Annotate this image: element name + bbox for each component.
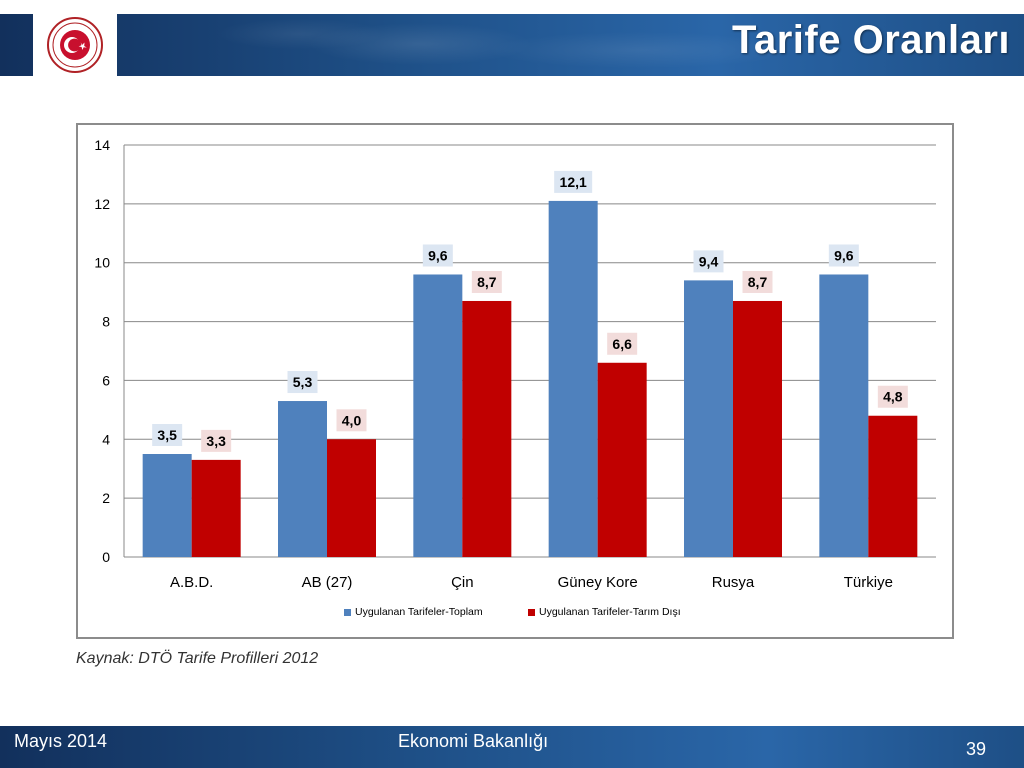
bar-total: [548, 200, 598, 557]
data-label: 8,7: [477, 274, 497, 290]
header-banner: [0, 14, 1024, 76]
data-label: 12,1: [560, 174, 587, 190]
data-label: 3,5: [157, 427, 177, 443]
bar-non-agri: [462, 300, 512, 557]
x-category-label: Rusya: [712, 574, 755, 591]
data-label-box: [877, 385, 908, 408]
data-label-box: [693, 250, 724, 273]
x-category-label: Çin: [451, 574, 474, 591]
source-note: Kaynak: DTÖ Tarife Profilleri 2012: [76, 650, 319, 667]
bar-non-agri: [327, 439, 376, 557]
legend-label-non-agri: Uygulanan Tarifeler-Tarım Dışı: [539, 606, 681, 618]
bar-non-agri: [868, 415, 918, 557]
y-tick-label: 0: [102, 549, 110, 565]
legend-swatch-non-agri: [528, 609, 535, 616]
footer-org: Ekonomi Bakanlığı: [398, 731, 549, 751]
data-label: 9,4: [699, 253, 719, 269]
y-tick-label: 8: [102, 314, 110, 330]
bar-chart: 0 2 4 6 8 10 12 14 3,5 3,3 A.B.D. 5,3 4,0 AB (27) 9,6 8…: [94, 137, 936, 618]
x-category-label: Güney Kore: [558, 574, 638, 591]
bar-total: [413, 274, 463, 557]
bar-non-agri: [597, 362, 647, 557]
x-category-label: Türkiye: [844, 574, 893, 591]
data-label: 6,6: [612, 336, 632, 352]
data-label: 8,7: [748, 274, 768, 290]
data-label-box: [607, 332, 638, 355]
y-tick-label: 10: [94, 255, 110, 271]
x-category-label: A.B.D.: [170, 574, 213, 591]
bar-total: [819, 274, 869, 557]
data-label: 9,6: [428, 247, 448, 263]
page-title: Tarife Oranları: [732, 18, 1010, 62]
data-label: 5,3: [293, 374, 313, 390]
data-label-box: [152, 424, 183, 446]
data-label-box: [471, 270, 502, 293]
legend-label-total: Uygulanan Tarifeler-Toplam: [355, 606, 483, 618]
data-label-box: [336, 409, 367, 432]
data-label: 9,6: [834, 247, 854, 263]
y-tick-label: 12: [94, 196, 110, 212]
data-label-box: [828, 244, 859, 267]
footer-bar: Mayıs 2014 Ekonomi Bakanlığı 39: [0, 726, 1024, 768]
ministry-seal-icon: [47, 17, 103, 73]
bar-total: [142, 454, 192, 557]
bar-non-agri: [733, 300, 782, 557]
footer-date: Mayıs 2014: [14, 731, 108, 751]
bar-total: [684, 280, 733, 557]
data-label: 3,3: [206, 433, 226, 449]
data-label-box: [201, 429, 232, 452]
bar-total: [278, 401, 327, 557]
data-label-box: [287, 371, 318, 394]
data-label: 4,0: [342, 412, 362, 428]
ministry-logo: [33, 14, 117, 76]
page-number: 39: [965, 739, 986, 759]
chart-frame: 0 2 4 6 8 10 12 14 3,5 3,3 A.B.D. 5,3 4,0 AB (27) 9,6 8…: [76, 123, 954, 639]
legend-swatch-total: [344, 609, 351, 616]
data-label: 4,8: [883, 389, 903, 405]
x-category-label: AB (27): [302, 574, 353, 591]
y-tick-label: 14: [94, 137, 110, 153]
data-label-box: [554, 170, 593, 193]
data-label-box: [742, 270, 773, 293]
y-tick-label: 2: [102, 490, 110, 506]
y-tick-label: 4: [102, 431, 110, 447]
y-tick-label: 6: [102, 372, 110, 388]
data-label-box: [422, 244, 453, 267]
bar-non-agri: [191, 459, 241, 557]
